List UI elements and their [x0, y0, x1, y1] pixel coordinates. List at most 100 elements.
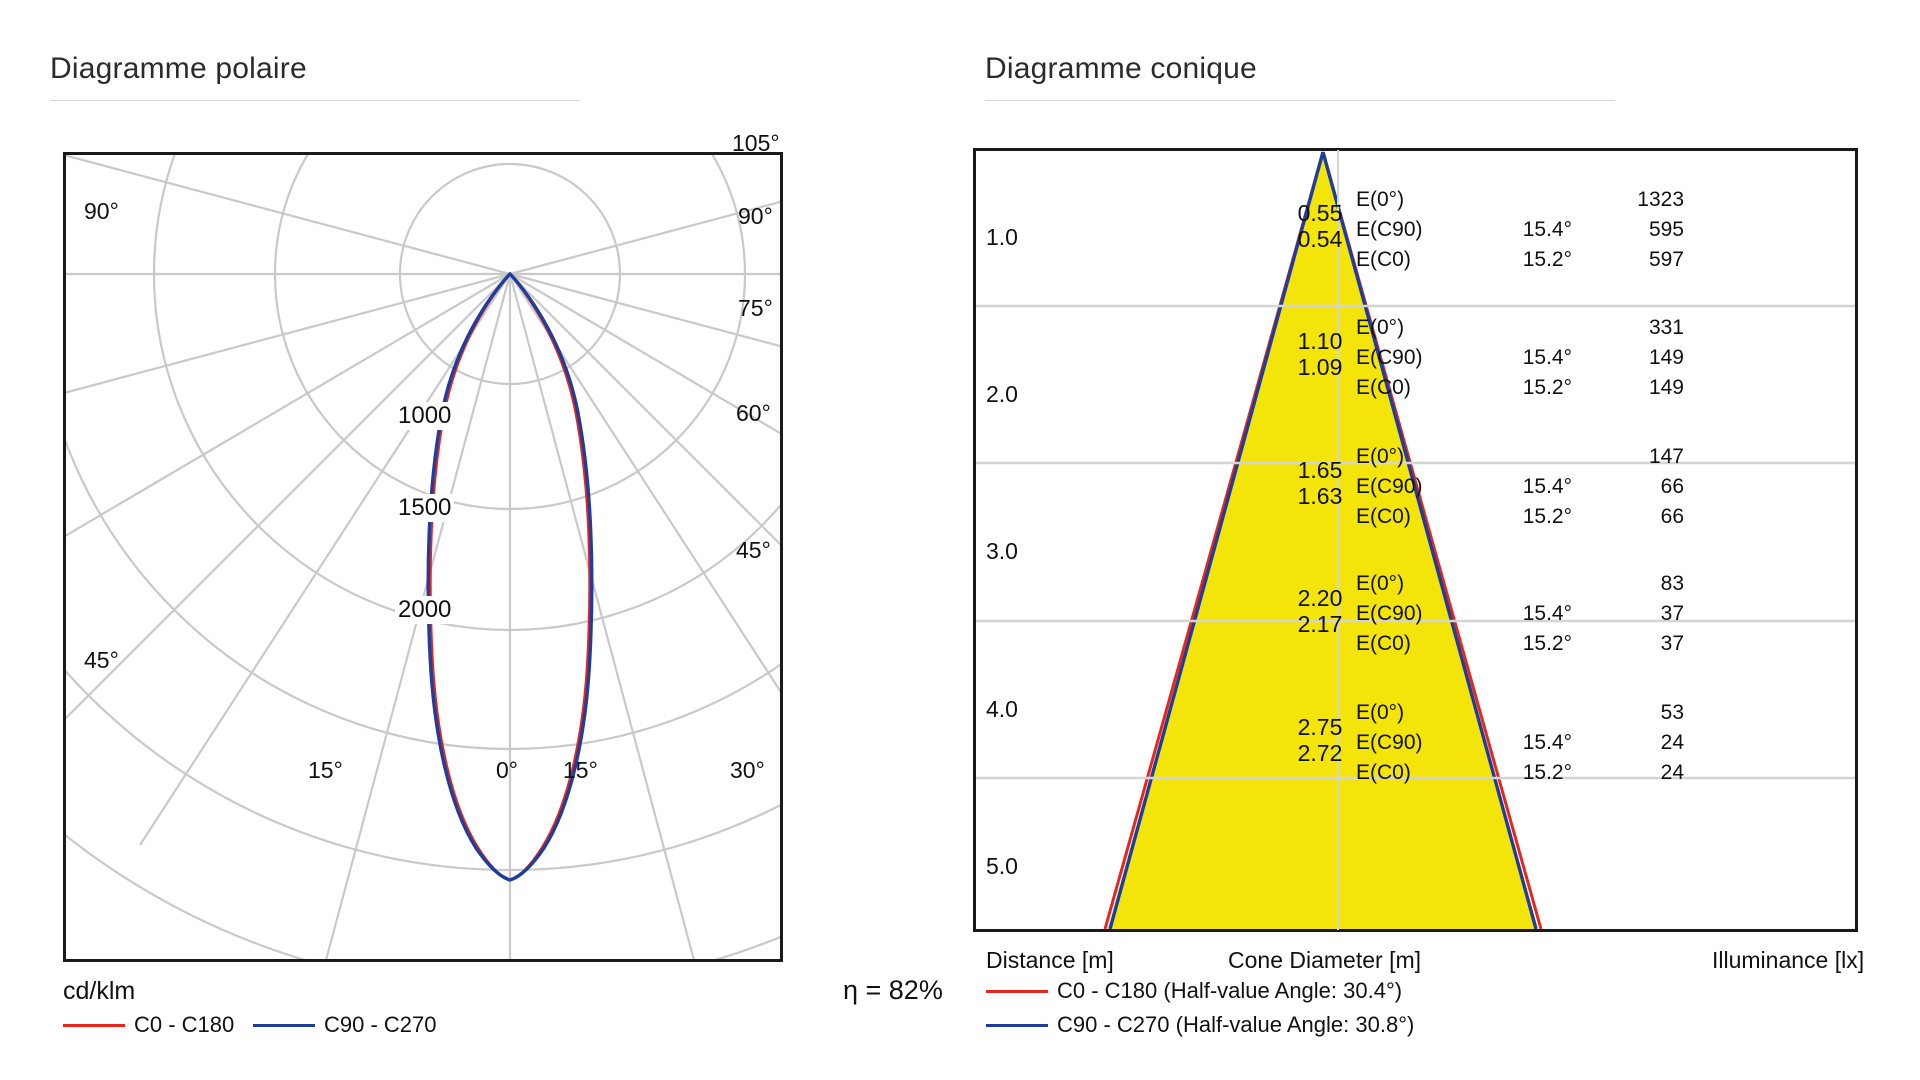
cone-illuminance-block-4: E(0°) 83 E(C90) 15.4° 37 E(C0) 15.2° 37: [1356, 569, 1684, 659]
illuminance-name: E(C0): [1356, 376, 1411, 399]
illuminance-row: E(0°) 83: [1356, 569, 1684, 599]
illuminance-name: E(C90): [1356, 218, 1423, 241]
cone-edge-c90-right: [1321, 151, 1538, 929]
illuminance-angle: [1468, 185, 1572, 215]
polar-angle-label-left-90: 90°: [84, 198, 119, 224]
illuminance-row: E(C0) 15.2° 37: [1356, 629, 1684, 659]
illuminance-row: E(C90) 15.4° 37: [1356, 599, 1684, 629]
polar-angle-label-right-105: 105°: [732, 130, 780, 156]
polar-legend-item-c0[interactable]: C0 - C180: [63, 1012, 234, 1038]
cone-distance-label-1: 1.0: [986, 224, 1018, 250]
polar-angle-label-bottom-0: 0°: [496, 757, 518, 783]
illuminance-angle: [1468, 569, 1572, 599]
illuminance-row: E(C0) 15.2° 24: [1356, 758, 1684, 788]
polar-radial-label-2000: 2000: [395, 596, 455, 624]
cone-diameter-c0-4: 2.17: [1297, 611, 1343, 637]
cone-axis-caption-illuminance: Illuminance [lx]: [1712, 947, 1865, 973]
cone-legend-label-c90: C90 - C270 (Half-value Angle: 30.8°): [1057, 1012, 1415, 1037]
line-swatch-blue-icon: [253, 1023, 315, 1027]
illuminance-angle: 15.2°: [1522, 632, 1572, 655]
cone-beam-fill: [1108, 152, 1538, 929]
cone-diameter-c90-5: 2.75: [1297, 714, 1343, 740]
illuminance-row: E(C0) 15.2° 597: [1356, 245, 1684, 275]
illuminance-row: E(C90) 15.4° 66: [1356, 472, 1684, 502]
line-swatch-red-icon: [63, 1023, 125, 1027]
cone-axis-caption-distance: Distance [m]: [986, 947, 1114, 973]
cone-title-divider: [985, 100, 1615, 101]
illuminance-value: 331: [1648, 316, 1684, 339]
line-swatch-red-icon: [986, 989, 1048, 993]
cone-panel-title: Diagramme conique: [985, 52, 1257, 85]
illuminance-value: 1323: [1637, 188, 1684, 211]
cone-illuminance-block-2: E(0°) 331 E(C90) 15.4° 149 E(C0) 15.2° 1…: [1356, 313, 1684, 403]
cone-illuminance-block-1: E(0°) 1323 E(C90) 15.4° 595 E(C0) 15.2° …: [1356, 185, 1684, 275]
cone-distance-label-4: 4.0: [986, 696, 1018, 722]
polar-radial-label-1500: 1500: [395, 494, 455, 522]
illuminance-name: E(C90): [1356, 475, 1423, 498]
line-swatch-blue-icon: [986, 1023, 1048, 1027]
polar-legend-label-c0: C0 - C180: [134, 1012, 235, 1037]
cone-legend-item-c90[interactable]: C90 - C270 (Half-value Angle: 30.8°): [986, 1012, 1414, 1038]
illuminance-name: E(0°): [1356, 445, 1405, 468]
cone-illuminance-block-5: E(0°) 53 E(C90) 15.4° 24 E(C0) 15.2° 24: [1356, 698, 1684, 788]
polar-angle-label-right-90: 90°: [738, 203, 773, 229]
polar-grid-and-curves: [66, 155, 780, 959]
cone-diameter-c90-1: 0.55: [1297, 200, 1343, 226]
polar-efficiency-label: η = 82%: [843, 975, 943, 1005]
illuminance-name: E(C90): [1356, 602, 1423, 625]
illuminance-name: E(C90): [1356, 731, 1423, 754]
illuminance-name: E(C0): [1356, 632, 1411, 655]
illuminance-angle: 15.4°: [1522, 731, 1572, 754]
cone-legend-label-c0: C0 - C180 (Half-value Angle: 30.4°): [1057, 978, 1403, 1003]
cone-legend-item-c0[interactable]: C0 - C180 (Half-value Angle: 30.4°): [986, 978, 1402, 1004]
cone-diameter-c0-3: 1.63: [1297, 483, 1343, 509]
illuminance-angle: 15.4°: [1522, 346, 1572, 369]
cone-diameter-c90-2: 1.10: [1297, 328, 1343, 354]
polar-legend-item-c90[interactable]: C90 - C270: [253, 1012, 437, 1038]
illuminance-value: 53: [1660, 701, 1684, 724]
illuminance-value: 147: [1648, 445, 1684, 468]
polar-radial-label-1000: 1000: [395, 402, 455, 430]
cone-diameter-c0-1: 0.54: [1297, 226, 1343, 252]
illuminance-value: 597: [1648, 248, 1684, 271]
illuminance-angle: 15.2°: [1522, 376, 1572, 399]
polar-angle-label-right-30: 30°: [730, 757, 765, 783]
illuminance-angle: [1468, 313, 1572, 343]
illuminance-value: 37: [1660, 632, 1684, 655]
cone-diameter-c90-4: 2.20: [1297, 585, 1343, 611]
illuminance-row: E(0°) 53: [1356, 698, 1684, 728]
polar-diagram-box[interactable]: [63, 152, 783, 962]
illuminance-value: 149: [1648, 376, 1684, 399]
illuminance-name: E(0°): [1356, 188, 1405, 211]
illuminance-row: E(0°) 147: [1356, 442, 1684, 472]
illuminance-value: 595: [1648, 218, 1684, 241]
cone-diameter-c0-2: 1.09: [1297, 354, 1343, 380]
illuminance-angle: [1468, 698, 1572, 728]
illuminance-value: 24: [1660, 731, 1684, 754]
illuminance-row: E(C90) 15.4° 24: [1356, 728, 1684, 758]
cone-illuminance-block-3: E(0°) 147 E(C90) 15.4° 66 E(C0) 15.2° 66: [1356, 442, 1684, 532]
polar-panel-title: Diagramme polaire: [50, 52, 307, 85]
polar-unit-label: cd/klm: [63, 977, 136, 1005]
polar-angle-label-right-75: 75°: [738, 295, 773, 321]
illuminance-row: E(C90) 15.4° 595: [1356, 215, 1684, 245]
illuminance-value: 37: [1660, 602, 1684, 625]
illuminance-name: E(C0): [1356, 761, 1411, 784]
illuminance-name: E(C0): [1356, 505, 1411, 528]
illuminance-row: E(0°) 1323: [1356, 185, 1684, 215]
illuminance-row: E(C0) 15.2° 149: [1356, 373, 1684, 403]
cone-diameter-c90-3: 1.65: [1297, 457, 1343, 483]
illuminance-angle: 15.4°: [1522, 475, 1572, 498]
illuminance-value: 24: [1660, 761, 1684, 784]
cone-diagram-box[interactable]: [973, 148, 1858, 932]
illuminance-name: E(0°): [1356, 701, 1405, 724]
illuminance-row: E(C0) 15.2° 66: [1356, 502, 1684, 532]
polar-angle-label-right-60: 60°: [736, 400, 771, 426]
polar-angle-label-right-45: 45°: [736, 537, 771, 563]
polar-angle-label-bottom-15-right: 15°: [563, 757, 598, 783]
illuminance-value: 66: [1660, 505, 1684, 528]
illuminance-angle: 15.2°: [1522, 248, 1572, 271]
cone-diameter-c0-5: 2.72: [1297, 740, 1343, 766]
polar-angle-label-left-45: 45°: [84, 647, 119, 673]
cone-axis-caption-diameter: Cone Diameter [m]: [1228, 947, 1422, 973]
